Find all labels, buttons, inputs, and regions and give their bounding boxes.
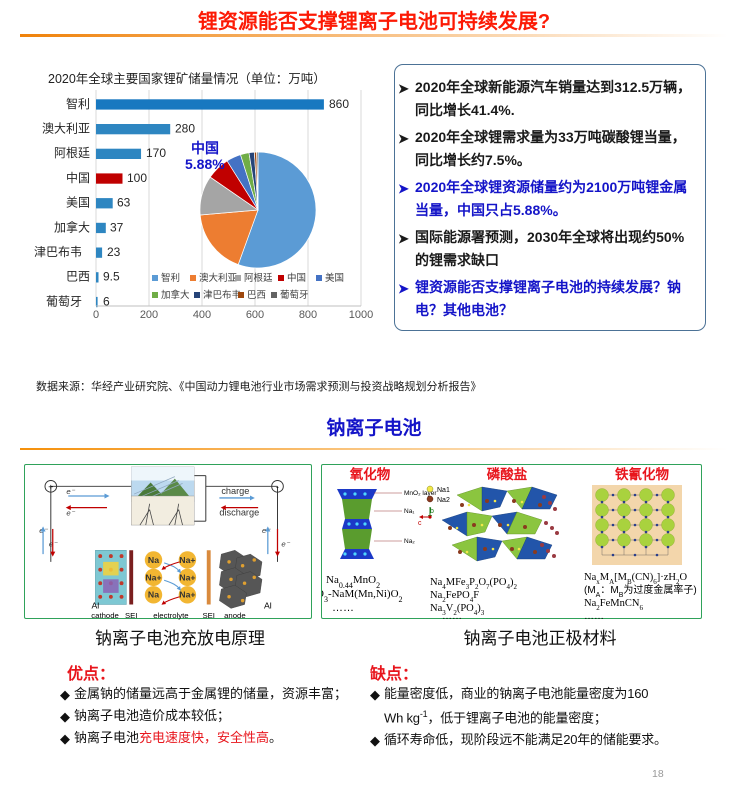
svg-text:津巴布韦: 津巴布韦 (203, 289, 241, 301)
svg-text:100: 100 (127, 171, 147, 185)
svg-text:discharge: discharge (219, 507, 259, 517)
svg-text:280: 280 (175, 122, 195, 136)
svg-text:5.88%: 5.88% (185, 156, 225, 172)
svg-text:NaxMA[MB(CN)6]·zH2O: NaxMA[MB(CN)6]·zH2O (584, 572, 688, 586)
svg-text:津巴布韦: 津巴布韦 (34, 245, 82, 259)
svg-text:……: …… (332, 602, 354, 614)
svg-text:c: c (418, 520, 422, 527)
svg-text:Na+: Na+ (179, 590, 195, 600)
svg-text:(MA：MB为过度金属率子): (MA：MB为过度金属率子) (584, 583, 697, 599)
svg-text:37: 37 (110, 220, 124, 234)
svg-text:-: - (276, 482, 279, 492)
svg-text:Na+: Na+ (179, 572, 195, 582)
svg-text:……: …… (442, 611, 462, 620)
svg-text:860: 860 (329, 97, 349, 111)
svg-text:600: 600 (246, 309, 264, 321)
svg-text:Na1: Na1 (437, 487, 450, 494)
svg-text:Na2FePO4F: Na2FePO4F (430, 590, 479, 604)
svg-text:electrolyte: electrolyte (153, 611, 188, 620)
svg-text:阿根廷: 阿根廷 (54, 146, 90, 160)
svg-text:中国: 中国 (287, 272, 306, 284)
svg-text:e⁻: e⁻ (39, 526, 48, 535)
svg-text:SEI: SEI (125, 611, 138, 620)
svg-text:b: b (430, 508, 434, 515)
svg-text:e⁻: e⁻ (66, 487, 75, 496)
svg-text:e⁻: e⁻ (66, 508, 75, 517)
svg-text:Na₂: Na₂ (404, 538, 415, 545)
svg-text:铁氰化物: 铁氰化物 (615, 466, 669, 482)
svg-text:氧化物: 氧化物 (349, 466, 391, 482)
svg-text:美国: 美国 (325, 272, 344, 284)
svg-text:Na: Na (148, 590, 159, 600)
svg-text:800: 800 (299, 309, 317, 321)
svg-text:e⁻: e⁻ (262, 526, 271, 535)
svg-text:anode: anode (224, 611, 246, 620)
svg-text:中国: 中国 (66, 170, 90, 185)
svg-text:Na2: Na2 (437, 497, 450, 504)
svg-text:美国: 美国 (66, 196, 90, 210)
svg-text:Al: Al (92, 600, 100, 610)
svg-text:磷酸盐: 磷酸盐 (487, 466, 528, 482)
svg-text:23: 23 (107, 245, 121, 259)
svg-text:Na: Na (148, 555, 159, 565)
svg-text:Na2FeMnCN6: Na2FeMnCN6 (584, 598, 643, 612)
svg-text:63: 63 (117, 196, 131, 210)
svg-text:葡萄牙: 葡萄牙 (46, 294, 82, 308)
svg-text:阿根廷: 阿根廷 (244, 272, 273, 284)
svg-text:Na₁: Na₁ (404, 508, 415, 515)
svg-text:Al: Al (264, 600, 272, 610)
svg-text:+: + (48, 482, 53, 492)
svg-text:智利: 智利 (161, 272, 180, 284)
svg-text:1000: 1000 (349, 309, 373, 321)
svg-text:170: 170 (146, 146, 166, 160)
svg-text:Na+: Na+ (145, 572, 161, 582)
svg-text:加拿大: 加拿大 (54, 219, 90, 234)
svg-text:Na4MFe3P2O7(PO4)2: Na4MFe3P2O7(PO4)2 (430, 577, 517, 591)
svg-text:charge: charge (221, 486, 249, 496)
svg-text:200: 200 (140, 309, 158, 321)
svg-text:……: …… (584, 611, 604, 620)
svg-text:SEI: SEI (202, 611, 215, 620)
svg-text:中国: 中国 (191, 140, 219, 156)
svg-text:加拿大: 加拿大 (161, 289, 190, 301)
svg-text:巴西: 巴西 (66, 270, 90, 284)
svg-text:澳大利亚: 澳大利亚 (199, 272, 238, 284)
svg-text:e⁻: e⁻ (281, 539, 290, 548)
svg-text:400: 400 (193, 309, 211, 321)
svg-text:智利: 智利 (66, 96, 90, 111)
svg-text:葡萄牙: 葡萄牙 (280, 289, 309, 301)
svg-text:9.5: 9.5 (103, 270, 120, 284)
svg-text:cathode: cathode (91, 611, 119, 620)
svg-text:e⁻: e⁻ (49, 539, 58, 548)
svg-text:Na+: Na+ (179, 555, 195, 565)
svg-text:0: 0 (93, 309, 99, 321)
svg-text:澳大利亚: 澳大利亚 (42, 122, 90, 136)
svg-text:巴西: 巴西 (247, 290, 266, 301)
